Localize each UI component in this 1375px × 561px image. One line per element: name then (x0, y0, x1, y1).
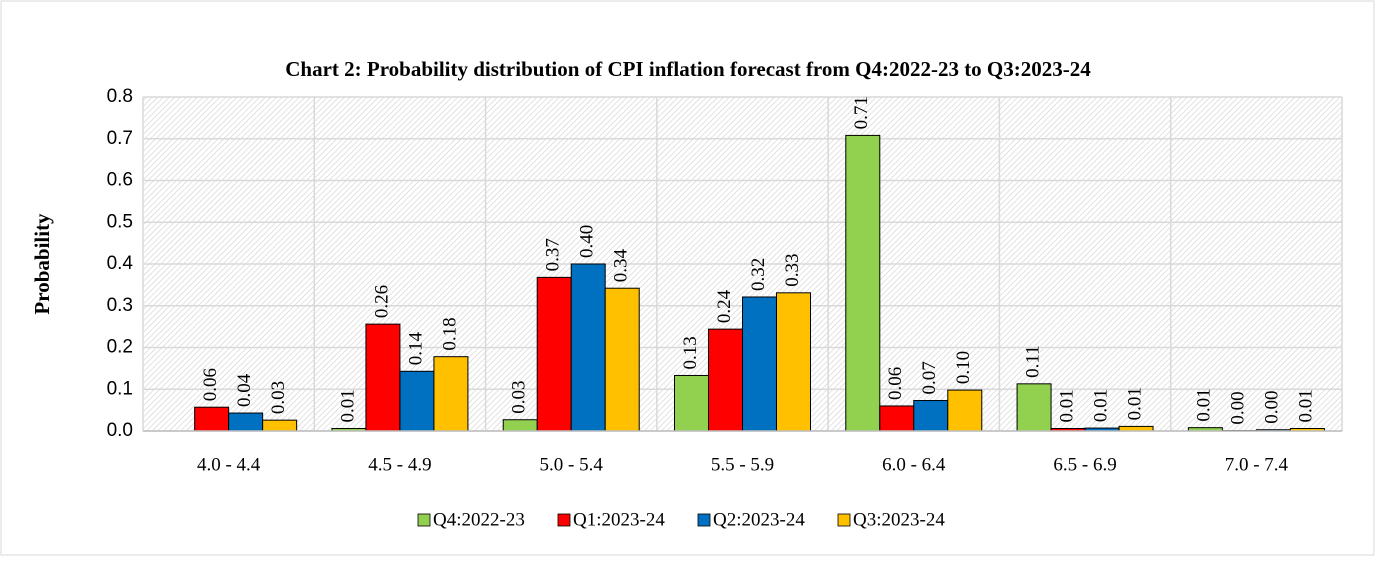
data-label: 0.03 (509, 380, 530, 413)
x-tick-label: 6.0 - 6.4 (882, 454, 946, 475)
data-label: 0.33 (782, 254, 803, 287)
data-label: 0.10 (953, 351, 974, 384)
legend-swatch (558, 514, 570, 526)
data-label: 0.06 (885, 367, 906, 400)
x-tick-label: 6.5 - 6.9 (1053, 454, 1116, 475)
y-tick-label: 0.4 (107, 253, 134, 274)
x-tick-label: 5.5 - 5.9 (711, 454, 774, 475)
data-label: 0.18 (439, 317, 460, 350)
bar (880, 406, 914, 431)
data-label: 0.03 (268, 381, 289, 414)
bar (846, 135, 880, 431)
y-tick-label: 0.8 (107, 86, 133, 107)
data-label: 0.34 (611, 248, 632, 282)
data-label: 0.01 (1296, 389, 1317, 422)
y-tick-label: 0.2 (107, 337, 133, 358)
bar (434, 357, 468, 431)
y-tick-label: 0.5 (107, 211, 133, 232)
data-label: 0.01 (1056, 389, 1077, 422)
data-label: 0.00 (1228, 391, 1249, 424)
data-label: 0.32 (748, 258, 769, 291)
bar (571, 264, 605, 431)
bar (400, 371, 434, 431)
data-label: 0.40 (577, 225, 598, 258)
legend-swatch (698, 514, 710, 526)
legend-swatch (838, 514, 850, 526)
data-label: 0.13 (680, 336, 701, 369)
data-label: 0.01 (1124, 387, 1145, 420)
legend-label: Q3:2023-24 (853, 509, 945, 530)
data-label: 0.06 (200, 368, 221, 401)
bar (263, 420, 297, 431)
bar (605, 288, 639, 431)
data-label: 0.24 (714, 289, 735, 323)
y-tick-label: 0.3 (107, 295, 133, 316)
data-label: 0.37 (543, 238, 564, 271)
legend-label: Q1:2023-24 (573, 509, 665, 530)
x-tick-label: 4.0 - 4.4 (197, 454, 261, 475)
bar (743, 297, 777, 431)
y-axis-label: Probability (30, 213, 54, 315)
data-label: 0.00 (1262, 390, 1283, 423)
data-label: 0.07 (919, 361, 940, 394)
bar (914, 401, 948, 431)
bar (366, 324, 400, 431)
data-label: 0.26 (371, 285, 392, 318)
y-tick-label: 0.0 (107, 420, 133, 441)
bar (948, 390, 982, 431)
bar (229, 413, 263, 431)
bar (1017, 384, 1051, 431)
y-tick-label: 0.7 (107, 128, 133, 149)
bar (675, 375, 709, 431)
data-label: 0.01 (1090, 389, 1111, 422)
legend-label: Q4:2022-23 (433, 509, 525, 530)
x-tick-label: 4.5 - 4.9 (368, 454, 431, 475)
bar (777, 293, 811, 431)
data-label: 0.01 (337, 389, 358, 422)
data-label: 0.11 (1022, 345, 1043, 378)
data-label: 0.14 (405, 332, 426, 366)
data-label: 0.04 (234, 373, 255, 407)
data-label: 0.71 (851, 96, 872, 129)
bar (537, 277, 571, 431)
bar (195, 407, 229, 431)
chart-title: Chart 2: Probability distribution of CPI… (285, 57, 1091, 81)
legend-label: Q2:2023-24 (713, 509, 805, 530)
x-tick-label: 7.0 - 7.4 (1225, 454, 1289, 475)
data-label: 0.01 (1194, 388, 1215, 421)
bar (709, 329, 743, 431)
y-tick-label: 0.1 (107, 378, 133, 399)
x-tick-label: 5.0 - 5.4 (540, 454, 604, 475)
legend-swatch (418, 514, 430, 526)
y-tick-label: 0.6 (107, 170, 133, 191)
bar (503, 420, 537, 431)
